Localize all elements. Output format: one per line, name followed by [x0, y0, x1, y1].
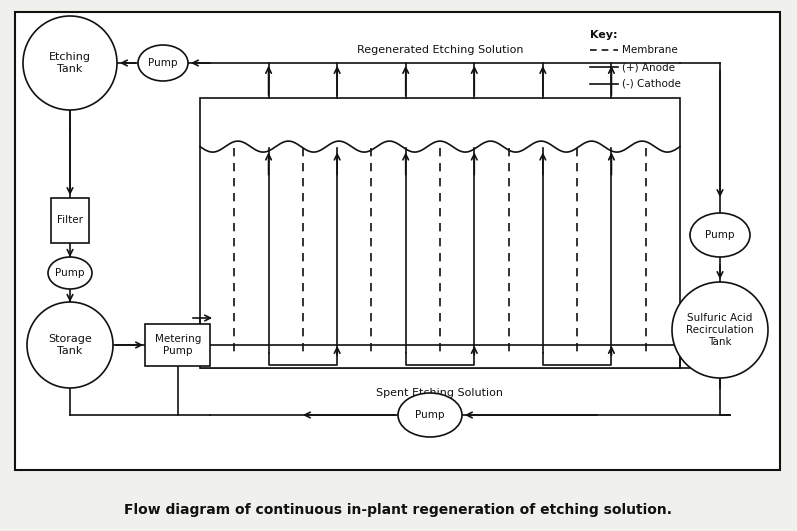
Bar: [200, 98, 680, 368]
Text: Pump: Pump: [55, 268, 84, 278]
Text: Sulfuric Acid
Recirculation
Tank: Sulfuric Acid Recirculation Tank: [686, 313, 754, 347]
Text: Pump: Pump: [148, 58, 178, 68]
Text: Metering
Pump: Metering Pump: [155, 334, 201, 356]
Ellipse shape: [48, 257, 92, 289]
Ellipse shape: [672, 282, 768, 378]
Text: Storage
Tank: Storage Tank: [48, 334, 92, 356]
Ellipse shape: [690, 213, 750, 257]
Ellipse shape: [23, 16, 117, 110]
Bar: [146, 324, 210, 366]
Text: Etching
Tank: Etching Tank: [49, 52, 91, 74]
Text: Pump: Pump: [705, 230, 735, 240]
Text: (-) Cathode: (-) Cathode: [622, 79, 681, 89]
Text: Filter: Filter: [57, 215, 83, 225]
Text: Membrane: Membrane: [622, 45, 677, 55]
Ellipse shape: [398, 393, 462, 437]
Bar: [51, 198, 89, 243]
Text: Spent Etching Solution: Spent Etching Solution: [376, 388, 504, 398]
Text: Key:: Key:: [590, 30, 618, 40]
Bar: [15, 12, 780, 470]
Text: Pump: Pump: [415, 410, 445, 420]
Text: Regenerated Etching Solution: Regenerated Etching Solution: [357, 45, 524, 55]
Text: (+) Anode: (+) Anode: [622, 62, 675, 72]
Ellipse shape: [27, 302, 113, 388]
Ellipse shape: [138, 45, 188, 81]
Text: Flow diagram of continuous in-plant regeneration of etching solution.: Flow diagram of continuous in-plant rege…: [124, 503, 673, 517]
